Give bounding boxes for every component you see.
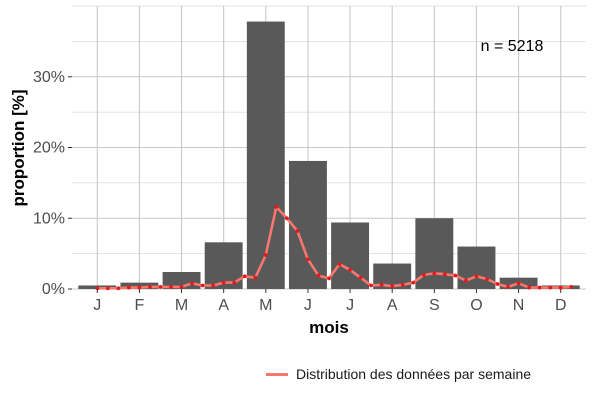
line-point (369, 283, 374, 288)
line-point (337, 262, 342, 267)
line-point (432, 271, 437, 276)
line-point (464, 278, 468, 283)
bar (246, 21, 285, 289)
y-axis-title: proportion [%] (9, 89, 28, 206)
line-point (169, 284, 173, 289)
line-point (569, 284, 574, 289)
x-tick-label: O (470, 297, 482, 314)
line-point (316, 273, 321, 278)
line-point (453, 273, 458, 278)
x-tick-label: J (304, 297, 312, 314)
line-point (516, 281, 521, 286)
line-point (411, 280, 416, 285)
bar (288, 160, 327, 289)
line-point (137, 285, 142, 290)
x-tick-label: F (135, 297, 145, 314)
line-point (274, 205, 279, 209)
line-point (105, 286, 110, 291)
line-point (242, 274, 247, 279)
line-point (200, 283, 205, 288)
line-point (548, 285, 553, 290)
y-axis-ticks: 0% 10% 20% 30% (33, 69, 72, 298)
line-point (442, 272, 447, 277)
bar (457, 246, 496, 289)
line-point (558, 285, 563, 290)
x-tick-label: A (218, 297, 229, 314)
line-point (253, 275, 258, 280)
weekly-distribution-line (95, 205, 574, 291)
y-tick-label: 10% (33, 210, 65, 227)
x-tick-label: M (175, 297, 188, 314)
x-tick-label: M (259, 297, 272, 314)
line-point (306, 257, 310, 262)
line-point (126, 285, 131, 290)
line-point (263, 253, 268, 257)
line-point (537, 285, 542, 290)
x-tick-label: D (555, 297, 567, 314)
x-tick-label: N (513, 297, 525, 314)
legend-line-key (266, 372, 288, 376)
line-point (421, 272, 426, 277)
line-point (148, 284, 152, 289)
line-point (506, 284, 510, 289)
y-tick-label: 0% (42, 281, 65, 298)
line-point (232, 280, 237, 285)
line-point (390, 284, 395, 289)
line-point (474, 274, 479, 279)
y-tick-label: 20% (33, 140, 65, 157)
line-point (527, 285, 532, 290)
line-point (211, 283, 216, 288)
x-tick-label: A (387, 297, 398, 314)
x-tick-label: J (346, 297, 354, 314)
line-point (221, 280, 226, 285)
line-point (495, 282, 500, 286)
legend-label: Distribution des données par semaine (296, 366, 532, 382)
y-tick-label: 30% (33, 69, 65, 86)
line-point (179, 284, 184, 289)
line-point (358, 275, 363, 280)
x-tick-label: S (429, 297, 440, 314)
line-point (295, 229, 300, 233)
legend: Distribution des données par semaine (266, 362, 531, 386)
line-point (348, 267, 352, 272)
x-tick-label: J (93, 297, 101, 314)
n-annotation: n = 5218 (481, 38, 544, 55)
line-point (379, 282, 384, 287)
line-point (190, 281, 194, 286)
line-point (327, 276, 331, 281)
line-point (95, 286, 100, 291)
line-point (485, 277, 489, 281)
line-path (96, 205, 573, 290)
line-point (284, 216, 289, 221)
x-axis-title: mois (309, 318, 349, 337)
line-point (116, 286, 121, 291)
line-point (158, 284, 163, 289)
line-point (400, 282, 405, 287)
grid-lines (72, 5, 586, 290)
